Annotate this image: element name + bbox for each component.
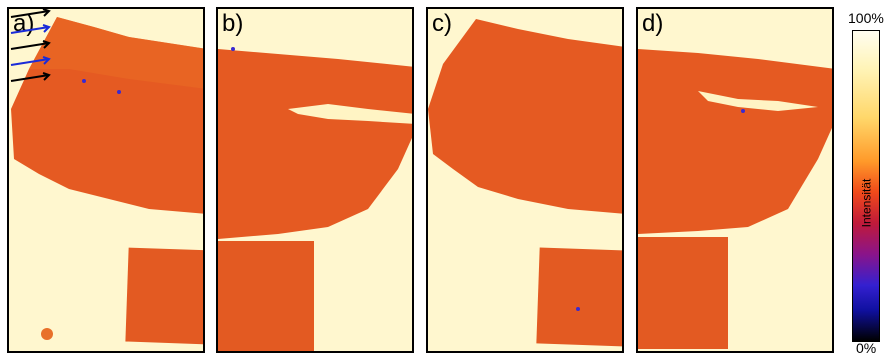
sample-region — [218, 49, 412, 239]
panel-b: b) — [216, 7, 414, 353]
colorbar-title-wrap: Intensität — [852, 163, 880, 243]
intensity-map-d — [638, 49, 832, 349]
arrow-group — [10, 9, 51, 82]
crack — [288, 104, 412, 124]
panel-label: b) — [222, 10, 244, 37]
intensity-map-c — [428, 19, 622, 347]
sample-square — [218, 241, 314, 351]
sample-region — [638, 49, 832, 234]
panel-c: c) — [426, 7, 624, 353]
sample-square — [536, 247, 622, 347]
panel-d: d) — [636, 7, 834, 353]
intensity-map-a — [11, 17, 203, 345]
panel-label: d) — [642, 10, 664, 37]
sample-square — [125, 247, 203, 345]
crack — [698, 91, 818, 111]
colorbar — [852, 30, 880, 342]
colorbar-title: Intensität — [859, 178, 874, 228]
sample-square — [638, 237, 728, 349]
panel-label: c) — [432, 10, 452, 37]
panel-a: a) — [7, 7, 205, 353]
intensity-map-b — [218, 47, 412, 351]
colorbar-max-label: 100% — [848, 10, 884, 26]
colorbar-min-label: 0% — [856, 340, 877, 356]
sample-region — [428, 19, 622, 214]
